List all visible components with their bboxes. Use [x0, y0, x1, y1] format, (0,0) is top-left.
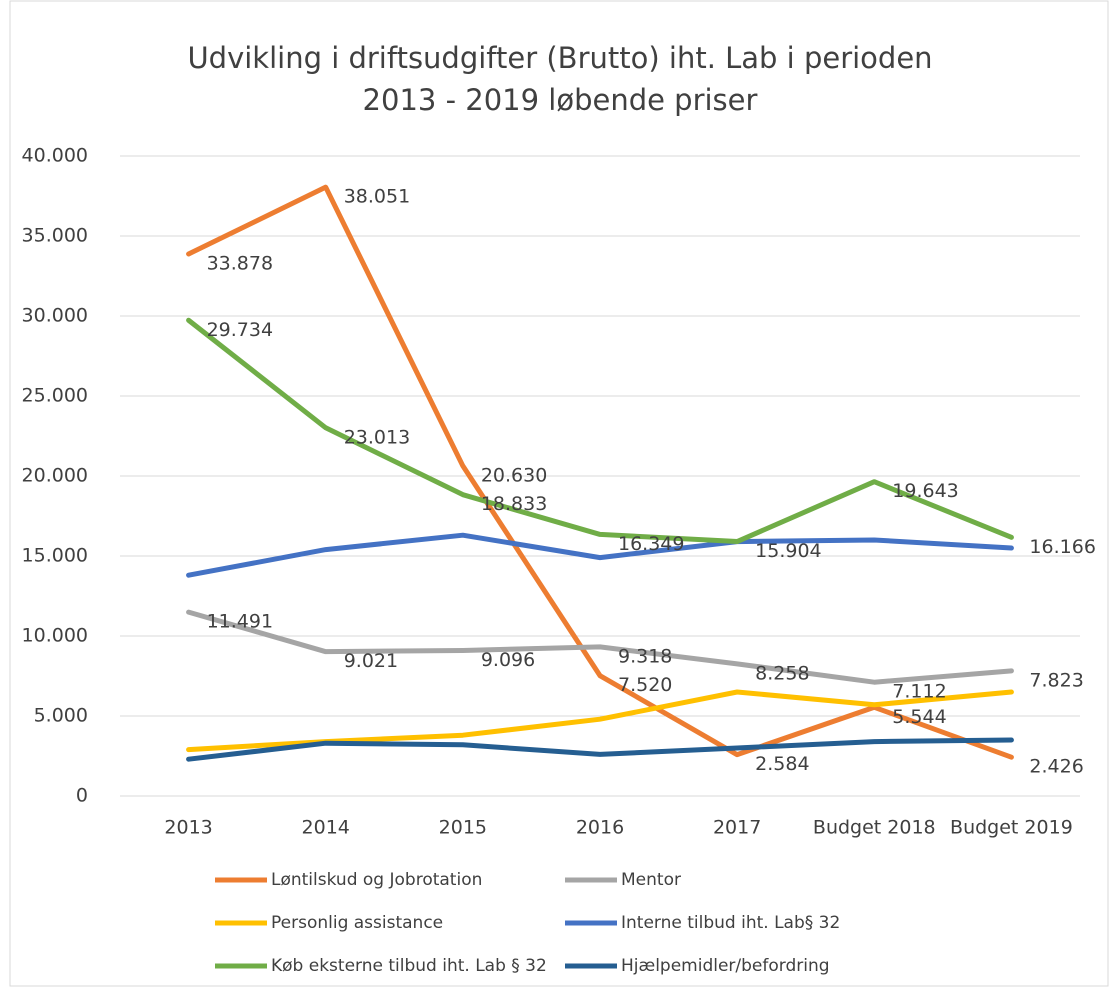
- legend-label: Køb eksterne tilbud iht. Lab § 32: [271, 956, 547, 976]
- data-label: 29.734: [207, 319, 273, 341]
- data-label: 23.013: [344, 426, 410, 448]
- chart-title: 2013 - 2019 løbende priser: [363, 83, 758, 117]
- series-line: [186, 737, 1014, 762]
- data-label: 38.051: [344, 186, 410, 208]
- data-label: 7.520: [618, 674, 672, 696]
- y-tick-label: 0: [76, 785, 88, 807]
- data-label: 2.584: [755, 753, 809, 775]
- series-line: [186, 317, 1014, 545]
- legend-label: Mentor: [621, 870, 681, 890]
- y-tick-label: 5.000: [34, 705, 88, 727]
- x-tick-label: Budget 2019: [950, 817, 1073, 839]
- data-label: 9.021: [344, 650, 398, 672]
- y-tick-label: 35.000: [22, 225, 88, 247]
- data-label: 18.833: [481, 493, 547, 515]
- data-label: 16.166: [1029, 536, 1095, 558]
- y-tick-label: 15.000: [22, 545, 88, 567]
- x-tick-label: 2015: [439, 817, 487, 839]
- data-label: 19.643: [892, 480, 958, 502]
- data-label: 9.096: [481, 649, 535, 671]
- series-line: [186, 532, 1014, 578]
- data-label: 2.426: [1029, 756, 1083, 778]
- y-tick-label: 25.000: [22, 385, 88, 407]
- y-tick-label: 10.000: [22, 625, 88, 647]
- data-label: 11.491: [207, 611, 273, 633]
- x-tick-label: 2013: [164, 817, 212, 839]
- data-label: 33.878: [207, 252, 273, 274]
- data-label: 15.904: [755, 540, 821, 562]
- data-label: 16.349: [618, 533, 684, 555]
- legend-label: Hjælpemidler/befordring: [621, 956, 830, 976]
- chart-border: [9, 0, 1109, 987]
- x-tick-label: 2014: [302, 817, 350, 839]
- legend-label: Personlig assistance: [271, 913, 443, 933]
- data-label: 7.112: [892, 681, 946, 703]
- data-label: 5.544: [892, 706, 946, 728]
- x-tick-label: 2016: [576, 817, 624, 839]
- data-label: 9.318: [618, 645, 672, 667]
- x-tick-label: 2017: [713, 817, 761, 839]
- data-label: 20.630: [481, 464, 547, 486]
- y-tick-label: 30.000: [22, 305, 88, 327]
- series-line: [186, 609, 1014, 685]
- legend-label: Interne tilbud iht. Lab§ 32: [621, 913, 840, 933]
- chart-title: Udvikling i driftsudgifter (Brutto) iht.…: [187, 41, 932, 75]
- data-label: 8.258: [755, 662, 809, 684]
- legend-label: Løntilskud og Jobrotation: [271, 870, 482, 890]
- x-tick-label: Budget 2018: [813, 817, 936, 839]
- y-tick-label: 40.000: [22, 145, 88, 167]
- data-label: 7.823: [1029, 669, 1083, 691]
- y-tick-label: 20.000: [22, 465, 88, 487]
